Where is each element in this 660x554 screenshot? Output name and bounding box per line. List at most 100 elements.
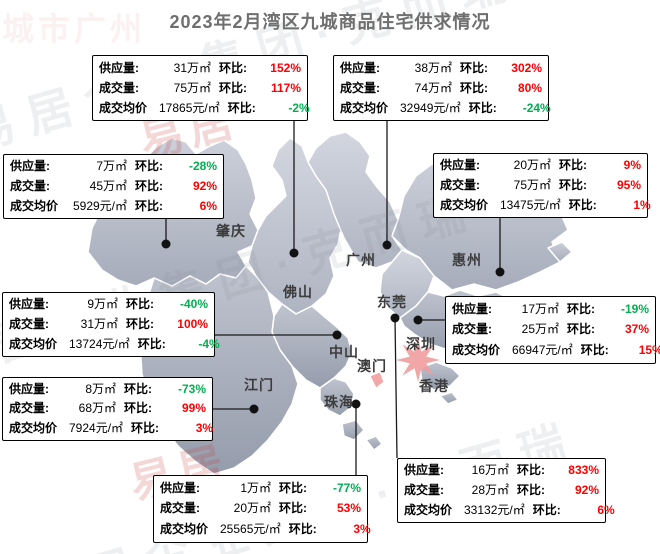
metric-label: 成交均价 [160, 522, 209, 537]
map-label-zhaoqing: 肇庆 [216, 223, 246, 239]
region-hongkong [419, 361, 461, 391]
mom-label: 环比: [124, 382, 152, 397]
connector-dot-huizhou [495, 267, 505, 277]
data-box-foshan: 供应量: 31万㎡ 环比: 152% 成交量: 75万㎡ 环比: 117% 成交… [92, 55, 310, 121]
connector-dot-jiangmen [249, 404, 259, 414]
metric-label: 供应量: [404, 463, 444, 478]
mom-value: 3% [195, 420, 214, 435]
metric-value: 28万㎡ [471, 482, 509, 497]
map-label-hongkong: 香港 [419, 378, 449, 394]
mom-value: 117% [270, 80, 301, 95]
price-row: 成交均价 66947元/㎡ 环比: 15% [452, 341, 660, 360]
supply-row: 供应量: 31万㎡ 环比: 152% [99, 59, 301, 78]
volume-row: 成交量: 74万㎡ 环比: 80% [340, 79, 542, 98]
mom-value: -28% [188, 159, 217, 174]
metric-value: 7924元/㎡ [69, 420, 124, 435]
metric-label: 供应量: [452, 301, 492, 316]
mom-label: 环比: [137, 336, 166, 351]
region-zhuhai-island [341, 419, 365, 441]
volume-row: 成交量: 68万㎡ 环比: 99% [9, 399, 206, 418]
mom-value: 833% [568, 463, 599, 478]
volume-row: 成交量: 45万㎡ 环比: 92% [10, 177, 217, 196]
mom-value: 92% [192, 178, 217, 193]
region-zhuhai-island-2 [365, 435, 383, 451]
mom-value: 100% [177, 316, 208, 331]
metric-label: 成交均价 [404, 502, 453, 517]
connector-dot-shenzhen [413, 315, 423, 325]
metric-label: 供应量: [340, 60, 380, 75]
mom-label: 环比: [460, 60, 488, 75]
price-row: 成交均价 7924元/㎡ 环比: 3% [9, 419, 213, 438]
metric-value: 33132元/㎡ [464, 502, 525, 517]
price-row: 成交均价 32949元/㎡ 环比: -24% [340, 99, 551, 118]
price-row: 成交均价 13475元/㎡ 环比: 1% [440, 196, 651, 215]
connector-dot-guangzhou [382, 240, 392, 250]
volume-row: 成交量: 20万㎡ 环比: 53% [160, 499, 361, 518]
map-label-macau: 澳门 [357, 358, 387, 374]
mom-label: 环比: [135, 159, 163, 174]
mom-label: 环比: [219, 80, 247, 95]
price-row: 成交均价 5929元/㎡ 环比: 6% [10, 197, 217, 216]
connector-dot-zhaoqing [161, 239, 171, 249]
mom-label: 环比: [468, 100, 497, 115]
metric-value: 68万㎡ [78, 401, 116, 416]
metric-label: 成交均价 [9, 420, 58, 435]
mom-value: -4% [198, 336, 220, 351]
connector-dot-foshan [289, 248, 299, 258]
mom-value: 6% [597, 502, 615, 517]
metric-label: 成交均价 [340, 100, 389, 115]
region-zhuhai [319, 377, 355, 417]
volume-row: 成交量: 75万㎡ 环比: 95% [440, 176, 641, 195]
metric-value: 75万㎡ [513, 177, 551, 192]
mom-label: 环比: [568, 197, 597, 212]
data-box-guangzhou: 供应量: 38万㎡ 环比: 302% 成交量: 74万㎡ 环比: 80% 成交均… [333, 55, 551, 121]
mom-value: 6% [199, 198, 217, 213]
metric-label: 供应量: [440, 158, 480, 173]
metric-value: 13475元/㎡ [500, 197, 561, 212]
data-box-jiangmen: 供应量: 8万㎡ 环比: -73% 成交量: 68万㎡ 环比: 99% 成交均价… [2, 377, 213, 441]
region-island-ne [547, 241, 573, 263]
mom-value: 80% [517, 80, 542, 95]
mom-value: 95% [616, 177, 641, 192]
metric-label: 成交均价 [440, 197, 489, 212]
mom-value: -19% [620, 301, 649, 316]
metric-label: 成交量: [404, 482, 444, 497]
supply-row: 供应量: 1万㎡ 环比: -77% [160, 479, 361, 498]
mom-label: 环比: [567, 301, 595, 316]
volume-row: 成交量: 25万㎡ 环比: 37% [452, 320, 649, 339]
connector-dot-zhongshan [332, 330, 342, 340]
mom-value: 15% [638, 343, 660, 358]
mom-value: -77% [332, 480, 361, 495]
metric-value: 20万㎡ [513, 158, 551, 173]
price-row: 成交均价 17865元/㎡ 环比: -2% [99, 99, 310, 118]
metric-label: 成交量: [160, 501, 200, 516]
metric-value: 31万㎡ [173, 60, 211, 75]
metric-value: 31万㎡ [80, 316, 118, 331]
mom-value: -2% [288, 100, 310, 115]
data-box-dongguan: 供应量: 16万㎡ 环比: 833% 成交量: 28万㎡ 环比: 92% 成交均… [397, 458, 615, 523]
mom-value: 92% [574, 482, 599, 497]
supply-row: 供应量: 20万㎡ 环比: 9% [440, 156, 641, 175]
supply-row: 供应量: 17万㎡ 环比: -19% [452, 300, 649, 319]
metric-value: 9万㎡ [87, 297, 118, 312]
data-box-huizhou: 供应量: 20万㎡ 环比: 9% 成交量: 75万㎡ 环比: 95% 成交均价 … [433, 153, 651, 218]
map-label-zhuhai: 珠海 [324, 394, 354, 410]
map-label-zhongshan: 中山 [329, 344, 359, 360]
metric-label: 成交量: [440, 177, 480, 192]
metric-value: 13724元/㎡ [69, 336, 130, 351]
metric-label: 供应量: [160, 480, 200, 495]
mom-label: 环比: [288, 522, 317, 537]
map-label-guangzhou: 广州 [346, 252, 376, 268]
metric-label: 供应量: [99, 60, 139, 75]
metric-value: 75万㎡ [173, 80, 211, 95]
page-title: 2023年2月湾区九城商品住宅供求情况 [169, 12, 491, 32]
metric-label: 供应量: [9, 297, 49, 312]
mom-label: 环比: [219, 60, 247, 75]
map-label-foshan: 佛山 [283, 284, 313, 300]
mom-label: 环比: [532, 502, 561, 517]
metric-value: 25万㎡ [521, 322, 559, 337]
mom-value: 302% [511, 60, 542, 75]
supply-row: 供应量: 9万㎡ 环比: -40% [9, 295, 208, 314]
mom-label: 环比: [124, 401, 152, 416]
